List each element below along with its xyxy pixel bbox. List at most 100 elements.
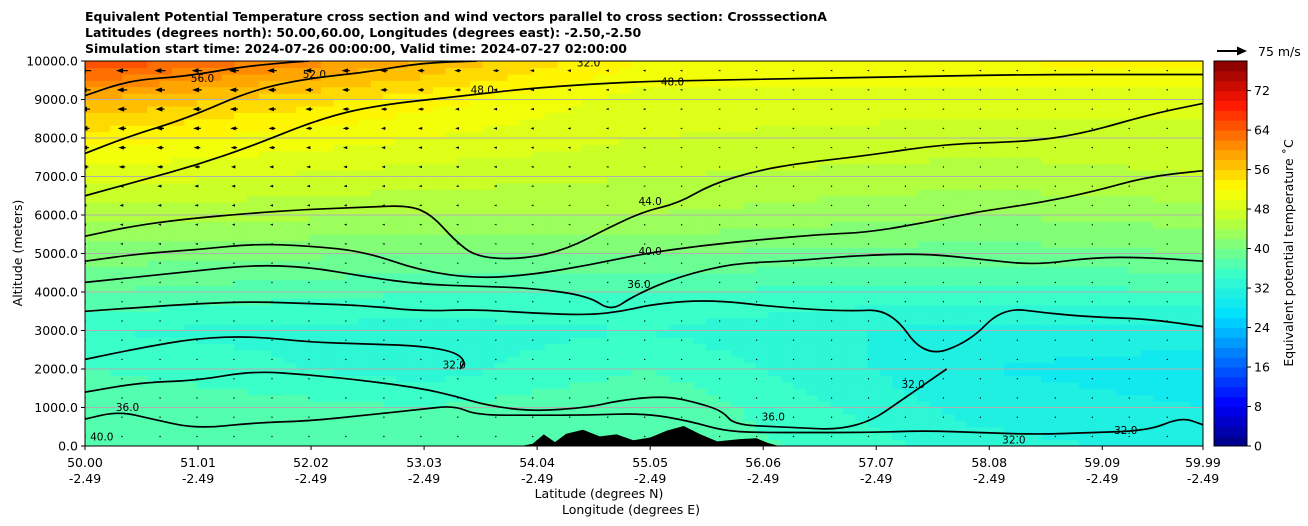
field-cell bbox=[706, 61, 720, 69]
field-cell bbox=[780, 362, 794, 370]
field-cell bbox=[966, 330, 980, 338]
field-cell bbox=[494, 144, 508, 152]
field-cell bbox=[246, 426, 260, 434]
field-cell bbox=[97, 144, 111, 152]
field-cell bbox=[780, 266, 794, 274]
field-cell bbox=[196, 182, 210, 190]
field-cell bbox=[1091, 433, 1105, 441]
field-cell bbox=[693, 189, 707, 197]
field-cell bbox=[966, 420, 980, 428]
field-cell bbox=[457, 157, 471, 165]
field-cell bbox=[457, 112, 471, 120]
field-cell bbox=[1053, 401, 1067, 409]
field-cell bbox=[780, 131, 794, 139]
field-cell bbox=[85, 67, 99, 75]
field-cell bbox=[1066, 195, 1080, 203]
field-cell bbox=[507, 349, 521, 357]
field-cell bbox=[768, 247, 782, 255]
field-cell bbox=[631, 388, 645, 396]
field-cell bbox=[880, 182, 894, 190]
field-cell bbox=[904, 227, 918, 235]
field-cell bbox=[395, 150, 409, 158]
field-cell bbox=[1091, 189, 1105, 197]
field-cell bbox=[221, 240, 235, 248]
field-cell bbox=[706, 163, 720, 171]
field-cell bbox=[296, 272, 310, 280]
field-cell bbox=[420, 375, 434, 383]
field-cell bbox=[296, 118, 310, 126]
field-cell bbox=[830, 426, 844, 434]
field-cell bbox=[979, 247, 993, 255]
field-cell bbox=[867, 330, 881, 338]
field-cell bbox=[209, 208, 223, 216]
field-cell bbox=[606, 73, 620, 81]
field-cell bbox=[1116, 381, 1130, 389]
field-cell bbox=[420, 195, 434, 203]
field-cell bbox=[1091, 112, 1105, 120]
field-cell bbox=[706, 433, 720, 441]
field-cell bbox=[122, 125, 136, 133]
field-cell bbox=[544, 317, 558, 325]
field-cell bbox=[855, 202, 869, 210]
field-cell bbox=[85, 234, 99, 242]
field-cell bbox=[644, 118, 658, 126]
field-cell bbox=[1016, 247, 1030, 255]
field-cell bbox=[706, 234, 720, 242]
field-cell bbox=[370, 272, 384, 280]
field-cell bbox=[445, 215, 459, 223]
field-cell bbox=[817, 330, 831, 338]
field-cell bbox=[904, 105, 918, 113]
field-cell bbox=[966, 118, 980, 126]
field-cell bbox=[817, 144, 831, 152]
field-cell bbox=[457, 362, 471, 370]
field-cell bbox=[942, 324, 956, 332]
field-cell bbox=[606, 349, 620, 357]
field-cell bbox=[109, 381, 123, 389]
field-cell bbox=[445, 433, 459, 441]
field-cell bbox=[917, 420, 931, 428]
field-cell bbox=[370, 215, 384, 223]
field-cell bbox=[743, 176, 757, 184]
field-cell bbox=[1103, 336, 1117, 344]
field-cell bbox=[122, 259, 136, 267]
field-cell bbox=[209, 420, 223, 428]
field-cell bbox=[134, 413, 148, 421]
field-cell bbox=[283, 93, 297, 101]
field-cell bbox=[1103, 381, 1117, 389]
field-cell bbox=[519, 426, 533, 434]
field-cell bbox=[507, 240, 521, 248]
field-cell bbox=[370, 61, 384, 69]
field-cell bbox=[693, 67, 707, 75]
field-cell bbox=[755, 394, 769, 402]
field-cell bbox=[221, 253, 235, 261]
field-cell bbox=[532, 259, 546, 267]
field-cell bbox=[991, 375, 1005, 383]
field-cell bbox=[345, 369, 359, 377]
field-cell bbox=[730, 356, 744, 364]
field-cell bbox=[283, 105, 297, 113]
field-cell bbox=[892, 182, 906, 190]
field-cell bbox=[817, 362, 831, 370]
field-cell bbox=[644, 131, 658, 139]
field-cell bbox=[1004, 407, 1018, 415]
field-cell bbox=[445, 163, 459, 171]
field-cell bbox=[358, 253, 372, 261]
field-cell bbox=[171, 292, 185, 300]
field-cell bbox=[482, 259, 496, 267]
field-cell bbox=[147, 381, 161, 389]
field-cell bbox=[85, 112, 99, 120]
field-cell bbox=[507, 80, 521, 88]
field-cell bbox=[594, 93, 608, 101]
field-cell bbox=[656, 157, 670, 165]
field-cell bbox=[209, 304, 223, 312]
field-cell bbox=[246, 80, 260, 88]
field-cell bbox=[755, 99, 769, 107]
field-cell bbox=[1029, 86, 1043, 94]
field-cell bbox=[557, 253, 571, 261]
field-cell bbox=[942, 99, 956, 107]
field-cell bbox=[321, 298, 335, 306]
field-cell bbox=[1041, 362, 1055, 370]
field-cell bbox=[706, 343, 720, 351]
field-cell bbox=[557, 401, 571, 409]
field-cell bbox=[631, 266, 645, 274]
